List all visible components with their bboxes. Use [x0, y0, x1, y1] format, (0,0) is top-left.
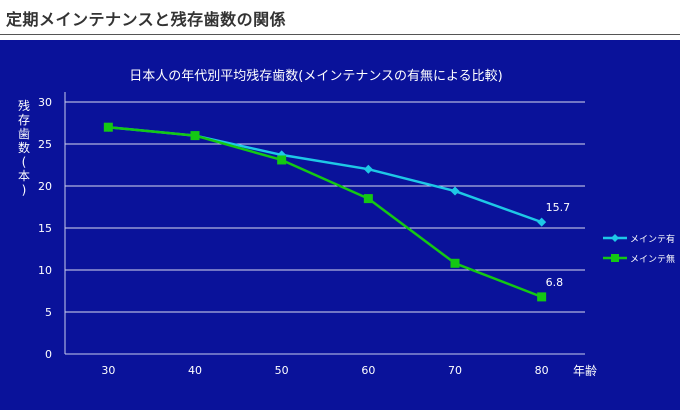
series-line — [108, 125, 543, 299]
data-point-diamond — [450, 186, 460, 196]
gridlines — [65, 101, 585, 313]
data-label: 15.7 — [546, 201, 571, 214]
y-tick-label: 30 — [38, 96, 52, 109]
x-axis-label: 年齢 — [573, 363, 597, 378]
legend-marker-square — [611, 254, 619, 262]
series: 15.7 6.8 — [103, 122, 571, 302]
x-tick-label: 70 — [448, 364, 462, 377]
data-point-square — [277, 155, 287, 165]
x-tick-label: 40 — [188, 364, 202, 377]
data-point-square — [103, 122, 113, 132]
data-point-diamond — [363, 164, 373, 174]
line-chart: 日本人の年代別平均残存歯数(メインテナンスの有無による比較) 0 5 10 15 20 2… — [0, 40, 680, 410]
page-title: 定期メインテナンスと残存歯数の関係 — [6, 10, 287, 29]
legend-label: メインテ有 — [630, 233, 675, 245]
y-axis-label: 残存歯数(本) — [18, 99, 30, 197]
y-tick-label: 15 — [38, 222, 52, 235]
data-point-diamond — [537, 217, 547, 227]
chart-title: 日本人の年代別平均残存歯数(メインテナンスの有無による比較) — [129, 69, 503, 84]
chart-panel: 日本人の年代別平均残存歯数(メインテナンスの有無による比較) 0 5 10 15 20 2… — [0, 40, 680, 410]
legend-item: メインテ無 — [603, 253, 675, 265]
data-point-square — [537, 292, 547, 302]
x-tick-label: 60 — [361, 364, 375, 377]
legend-label: メインテ無 — [630, 253, 675, 265]
data-point-square — [363, 194, 373, 204]
header-divider — [0, 34, 680, 35]
data-label: 6.8 — [546, 276, 564, 289]
y-tick-label: 20 — [38, 180, 52, 193]
series-without-maintenance: 6.8 — [103, 122, 564, 302]
axes: 0 5 10 15 20 25 30 30 40 50 60 70 80 年齢 残存歯数(本) — [18, 92, 597, 378]
y-tick-label: 25 — [38, 138, 52, 151]
y-tick-label: 5 — [45, 306, 52, 319]
data-point-square — [190, 131, 200, 141]
page-header: 定期メインテナンスと残存歯数の関係 — [0, 0, 680, 33]
y-tick-label: 10 — [38, 264, 52, 277]
x-tick-label: 80 — [535, 364, 549, 377]
x-tick-label: 50 — [275, 364, 289, 377]
y-tick-label: 0 — [45, 348, 52, 361]
data-point-square — [450, 258, 460, 268]
legend-item: メインテ有 — [603, 233, 675, 245]
legend-marker-diamond — [611, 234, 619, 242]
x-tick-label: 30 — [101, 364, 115, 377]
